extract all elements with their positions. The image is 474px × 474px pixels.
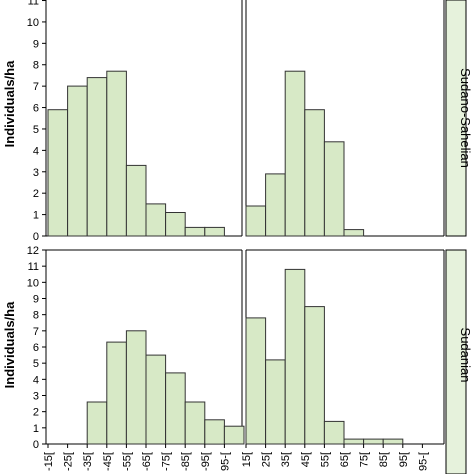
bar-6 [145, 354, 167, 445]
strip-sudano-sahelian: Sudano-Sahelian [445, 0, 473, 237]
strip-label-sudanian: Sudanian [458, 328, 473, 383]
bar-3 [284, 70, 306, 237]
x-tick-label: 95-[ [219, 452, 231, 471]
y-tick-label: 6 [33, 342, 39, 354]
y-tick-label: 5 [33, 358, 39, 370]
x-tick-label: 25[ [261, 452, 273, 467]
bar-1 [47, 109, 69, 237]
x-tick-label: -25[ [63, 452, 75, 471]
bar-6 [343, 229, 365, 237]
panel-top-right [245, 0, 445, 237]
x-tick-label: 95-[ [417, 452, 429, 471]
bar-4 [106, 70, 127, 237]
bar-4 [304, 306, 325, 445]
x-tick-label: -35[ [82, 452, 94, 471]
bar-8 [184, 226, 206, 237]
x-tick-label: -45[ [102, 452, 114, 471]
bar-7 [363, 438, 384, 445]
y-tick-label: 12 [27, 245, 39, 257]
bar-6 [343, 438, 365, 445]
y-tick-label: 4 [33, 145, 39, 157]
x-tick-label: -75[ [161, 452, 173, 471]
x-tick-labels-right: 15[ 25[ 35[ 45[ 55[ 65[ 75[ 85[ 95[ 95-[ [241, 444, 429, 471]
bar-9 [204, 419, 225, 445]
x-tick-label: -15[ [43, 452, 55, 471]
y-tick-label: 10 [27, 277, 39, 289]
y-tick-label: 8 [33, 60, 39, 72]
y-tick-label: 7 [33, 81, 39, 93]
bar-8 [184, 401, 206, 445]
x-tick-label: 15[ [241, 452, 253, 467]
strip-box-top [445, 0, 467, 237]
y-tick-label: 1 [33, 423, 39, 435]
bar-2 [265, 173, 286, 237]
y-tick-label: 2 [33, 188, 39, 200]
bar-2 [265, 359, 286, 445]
bar-7 [165, 372, 186, 445]
y-tick-label: 9 [33, 294, 39, 306]
y-tick-label: 4 [33, 374, 39, 386]
bar-4 [304, 109, 325, 237]
y-tick-label: 11 [28, 261, 39, 273]
y-tick-label: 9 [33, 38, 39, 50]
y-tick-label: 6 [33, 103, 39, 115]
x-tick-label: 75[ [359, 452, 371, 467]
bar-3 [86, 401, 108, 445]
bar-3 [284, 268, 306, 445]
y-tick-label: 3 [33, 167, 39, 179]
x-tick-label: -65[ [141, 452, 153, 471]
x-tick-labels-left: -15[ -25[ -35[ -45[ -55[ -65[ -75[ -85[ -95[ 95-[ [43, 444, 231, 471]
x-tick-label: -95[ [200, 452, 212, 471]
x-tick-label: 65[ [339, 452, 351, 467]
bar-8 [382, 438, 404, 445]
bar-3 [86, 77, 108, 237]
x-tick-label: 85[ [378, 452, 390, 467]
bar-6 [145, 203, 167, 237]
bar-5 [323, 420, 345, 445]
y-tick-label: 5 [33, 124, 39, 136]
bar-9 [204, 226, 225, 237]
x-tick-label: 35[ [280, 452, 292, 467]
strip-label-sudano-sahelian: Sudano-Sahelian [458, 68, 473, 168]
y-tick-label: 3 [33, 391, 39, 403]
y-tick-label: 0 [33, 231, 39, 243]
bar-2 [67, 85, 88, 237]
panel-bottom-right [245, 249, 445, 445]
y-tick-label: 8 [33, 310, 39, 322]
x-tick-label: -55[ [121, 452, 133, 471]
y-tick-label: 7 [33, 326, 39, 338]
bar-1 [245, 317, 267, 445]
bar-5 [125, 330, 147, 445]
y-tick-label: 11 [28, 0, 39, 8]
y-tick-label: 2 [33, 407, 39, 419]
y-tick-label: 1 [33, 210, 39, 222]
x-tick-label: -85[ [180, 452, 192, 471]
bar-5 [125, 164, 147, 237]
panel-top-left: 0 1 2 3 4 5 6 7 8 9 10 11 [27, 0, 243, 243]
y-axis-label-top: Individuals/ha [2, 60, 17, 147]
strip-box-bottom [445, 249, 467, 474]
bar-4 [106, 341, 127, 445]
bar-5 [323, 141, 345, 237]
x-tick-label: 45[ [300, 452, 312, 467]
x-tick-label: 95[ [398, 452, 410, 467]
x-tick-label: 55[ [319, 452, 331, 467]
bar-10 [223, 425, 245, 445]
bar-1 [245, 205, 267, 237]
y-tick-label: 0 [33, 439, 39, 451]
y-axis-label-bottom: Individuals/ha [2, 301, 17, 388]
y-tick-label: 10 [27, 17, 39, 29]
strip-sudanian: Sudanian [445, 249, 473, 474]
bar-7 [165, 212, 186, 237]
